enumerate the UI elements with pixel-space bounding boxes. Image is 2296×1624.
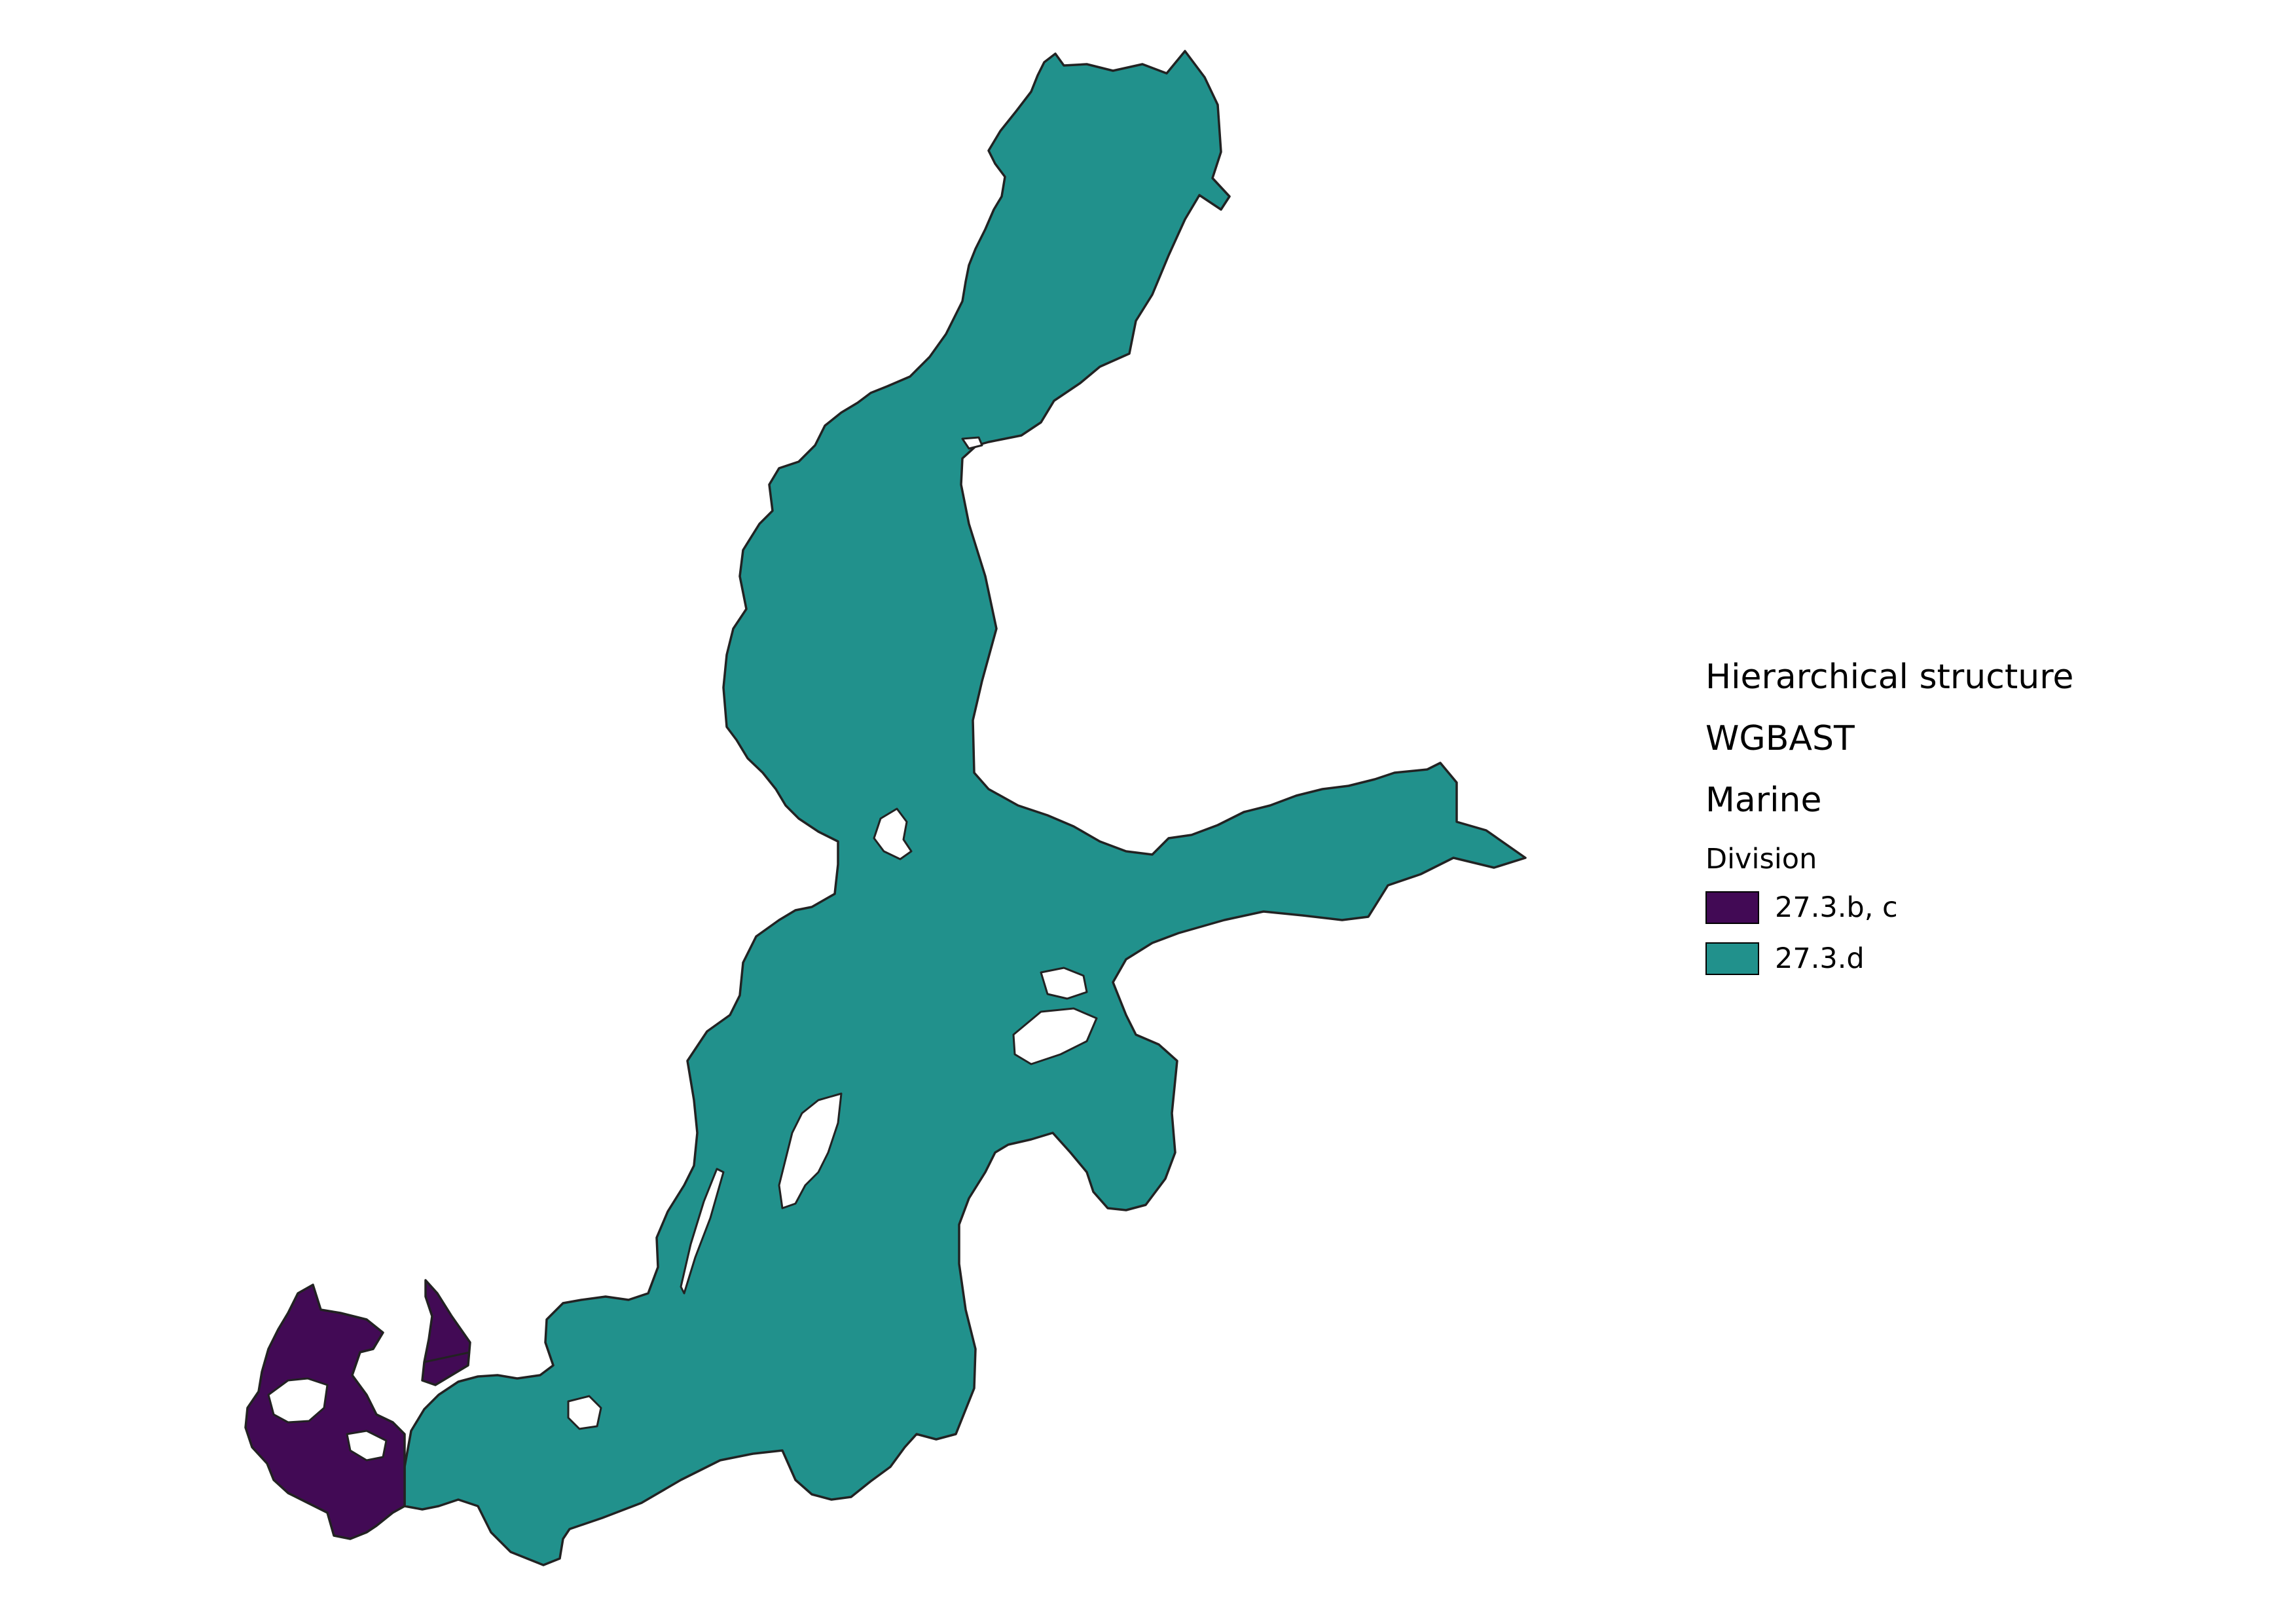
legend-item-27-3-bc: 27.3.b, c bbox=[1705, 888, 2073, 927]
division-boundary-line bbox=[403, 1351, 471, 1506]
bornholm-island bbox=[567, 1395, 602, 1430]
legend-label-27-3-bc: 27.3.b, c bbox=[1775, 891, 1898, 924]
map-legend: Hierarchical structure WGBAST Marine Div… bbox=[1705, 660, 2073, 990]
legend-swatch-27-3-d bbox=[1705, 942, 1759, 975]
main-baltic-division bbox=[403, 50, 1527, 1566]
hiiumaa-island bbox=[1040, 967, 1088, 1000]
funen-island bbox=[267, 1377, 329, 1424]
legend-item-27-3-d: 27.3.d bbox=[1705, 939, 2073, 978]
sound-passage bbox=[346, 1430, 388, 1462]
legend-title: Hierarchical structure bbox=[1705, 657, 2074, 697]
small-islet bbox=[961, 436, 983, 450]
aland-islands bbox=[873, 807, 913, 860]
legend-subtitle-marine: Marine bbox=[1705, 781, 1822, 820]
legend-swatch-27-3-bc bbox=[1705, 891, 1759, 924]
saaremaa-island bbox=[1012, 1007, 1098, 1065]
western-baltic-division bbox=[244, 1279, 471, 1540]
legend-group-label: Division bbox=[1705, 843, 1817, 876]
legend-label-27-3-d: 27.3.d bbox=[1775, 942, 1865, 975]
oland-island bbox=[680, 1168, 725, 1295]
legend-subtitle-wgbast: WGBAST bbox=[1705, 719, 1855, 758]
gotland-island bbox=[778, 1092, 843, 1209]
